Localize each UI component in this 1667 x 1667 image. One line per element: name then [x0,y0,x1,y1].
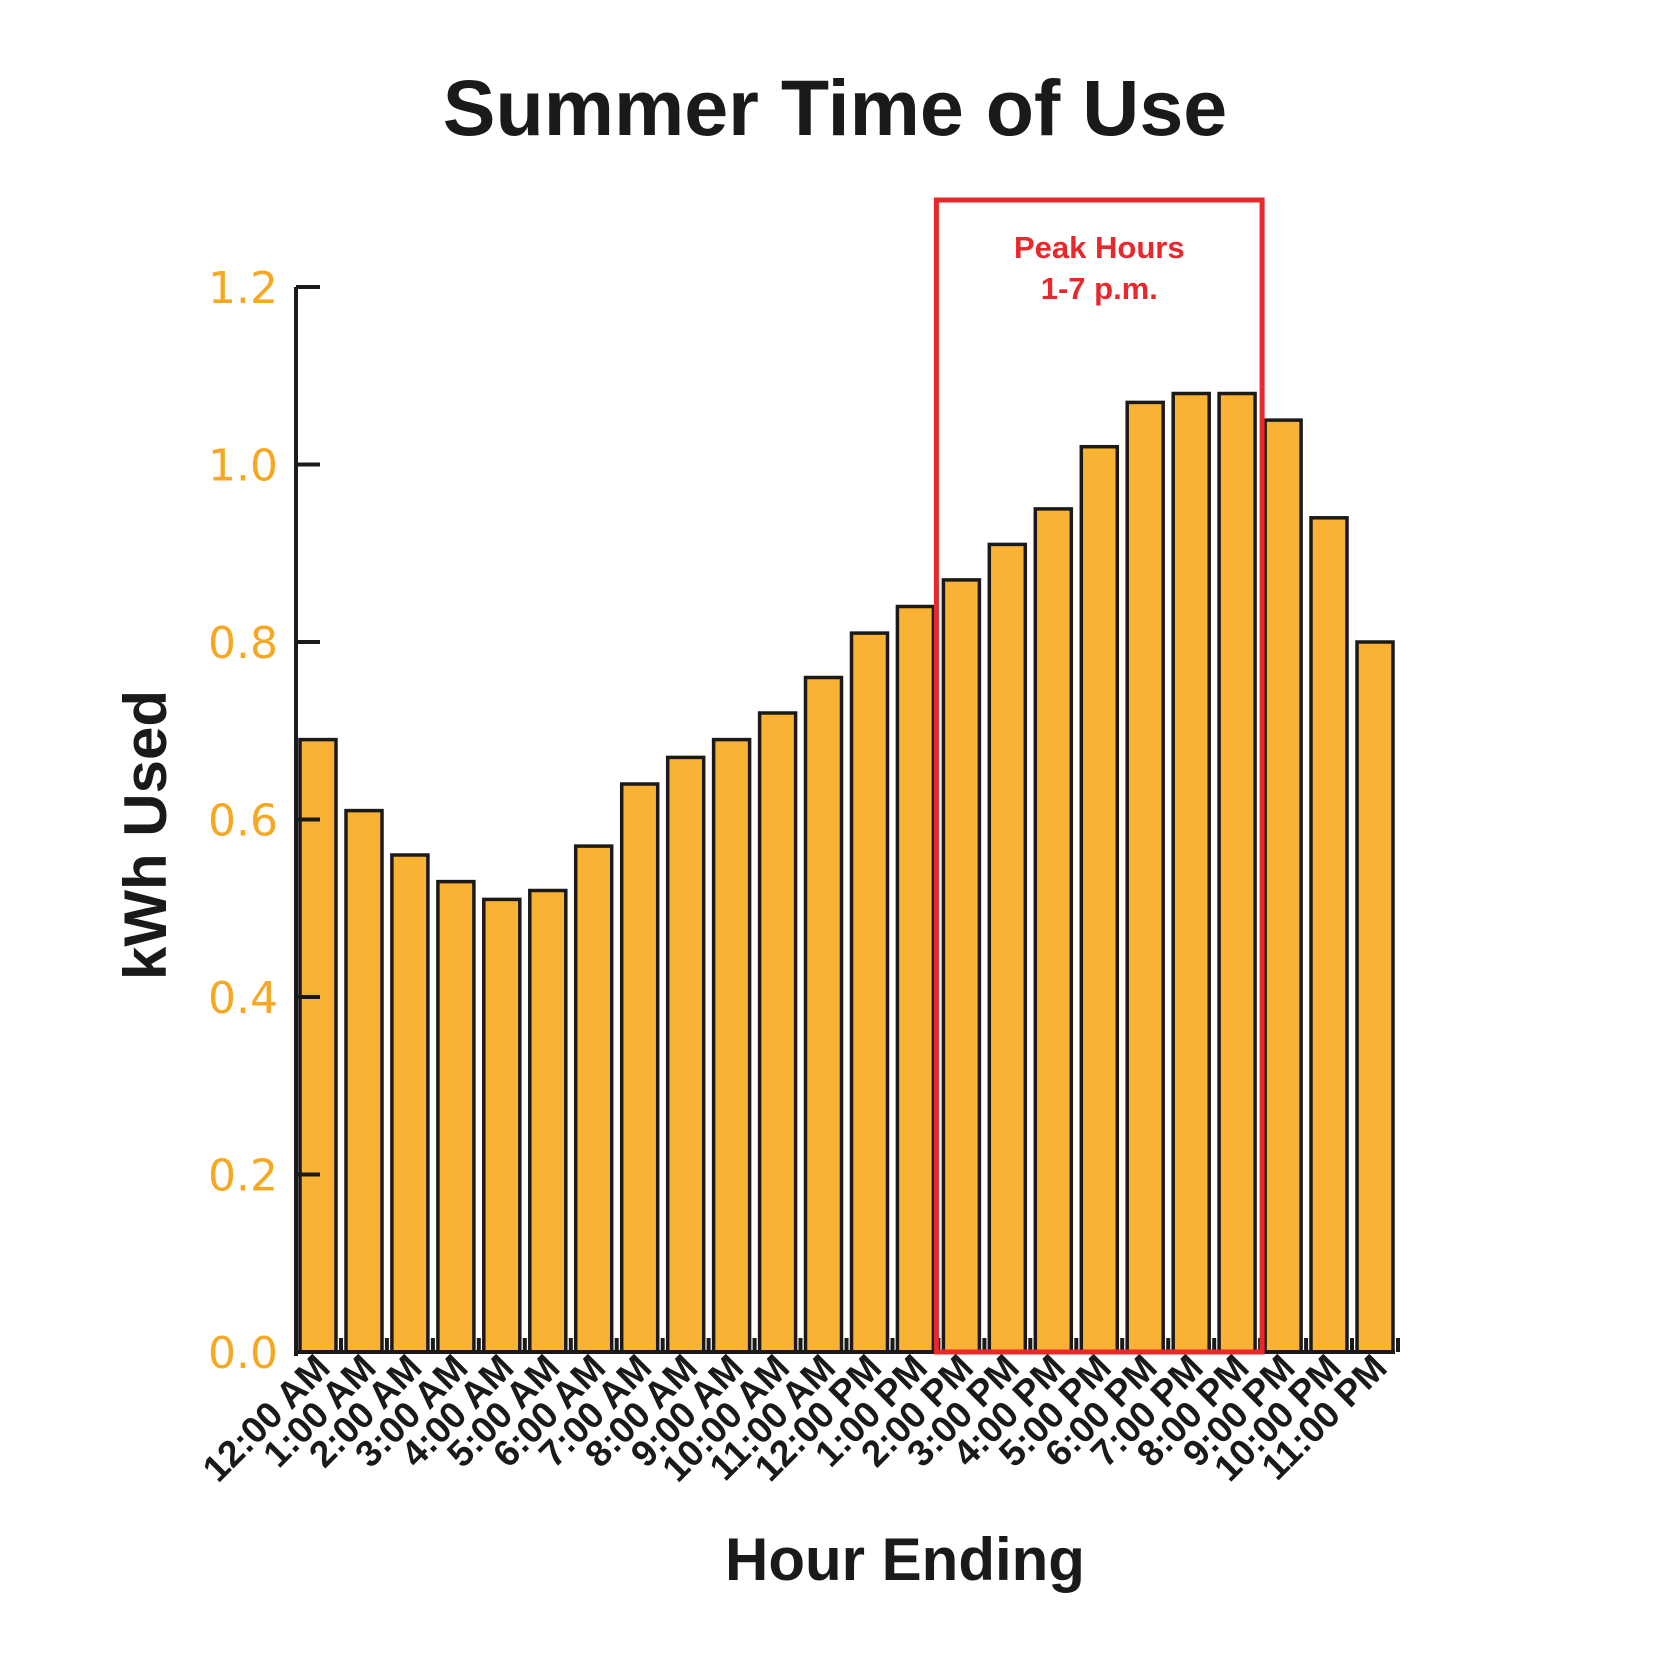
chart-title: Summer Time of Use [443,63,1227,152]
y-tick-label: 0.4 [208,973,278,1024]
bar-6-00-am [573,844,614,1354]
bar-10-00-pm [1309,516,1349,1354]
y-tick-label: 0.6 [208,796,278,847]
peak-hours-label: 1-7 p.m. [1041,271,1158,306]
bar-1-00-am [344,808,384,1354]
bar-2-00-am [390,853,430,1354]
bar-9-00-am [711,737,752,1354]
peak-hours-box [933,197,1265,1355]
y-tick-label: 1.0 [208,441,278,492]
bar-7-00-am [619,782,660,1354]
bar-4-00-am [482,897,522,1354]
peak-hours-label: Peak Hours [1014,230,1185,265]
bar-12-00-am [298,737,338,1354]
bar-7-00-pm [1171,391,1211,1354]
bar-1-00-pm [895,604,936,1354]
bar-8-00-am [665,755,706,1354]
peak-hours-annotation: Peak Hours 1-7 p.m. [933,197,1265,1355]
bar-3-00-pm [987,542,1028,1354]
y-tick-labels: 0.0 0.2 0.4 0.6 0.8 1.0 1.2 [208,263,320,1379]
bar-10-00-am [757,711,798,1354]
x-axis-label: Hour Ending [725,1526,1085,1593]
y-tick-label: 0.8 [208,618,278,669]
bar-11-00-am [803,675,844,1354]
bar-11-00-pm [1355,640,1395,1354]
bar-3-00-am [436,879,476,1354]
bar-series [298,391,1395,1354]
bar-9-00-pm [1263,418,1303,1354]
y-axis-label: kWh Used [112,690,179,980]
bar-6-00-pm [1125,400,1165,1354]
bar-12-00-pm [849,631,890,1354]
bar-4-00-pm [1033,507,1074,1354]
y-tick-label: 0.0 [208,1328,278,1379]
bar-5-00-pm [1079,444,1120,1354]
y-tick-label: 1.2 [208,263,278,314]
bar-8-00-pm [1217,391,1257,1354]
bar-5-00-am [528,888,568,1354]
y-tick-label: 0.2 [208,1151,278,1202]
x-tick-labels: 12:00 AM1:00 AM2:00 AM3:00 AM4:00 AM5:00… [195,1347,1395,1490]
bar-2-00-pm [941,578,982,1354]
